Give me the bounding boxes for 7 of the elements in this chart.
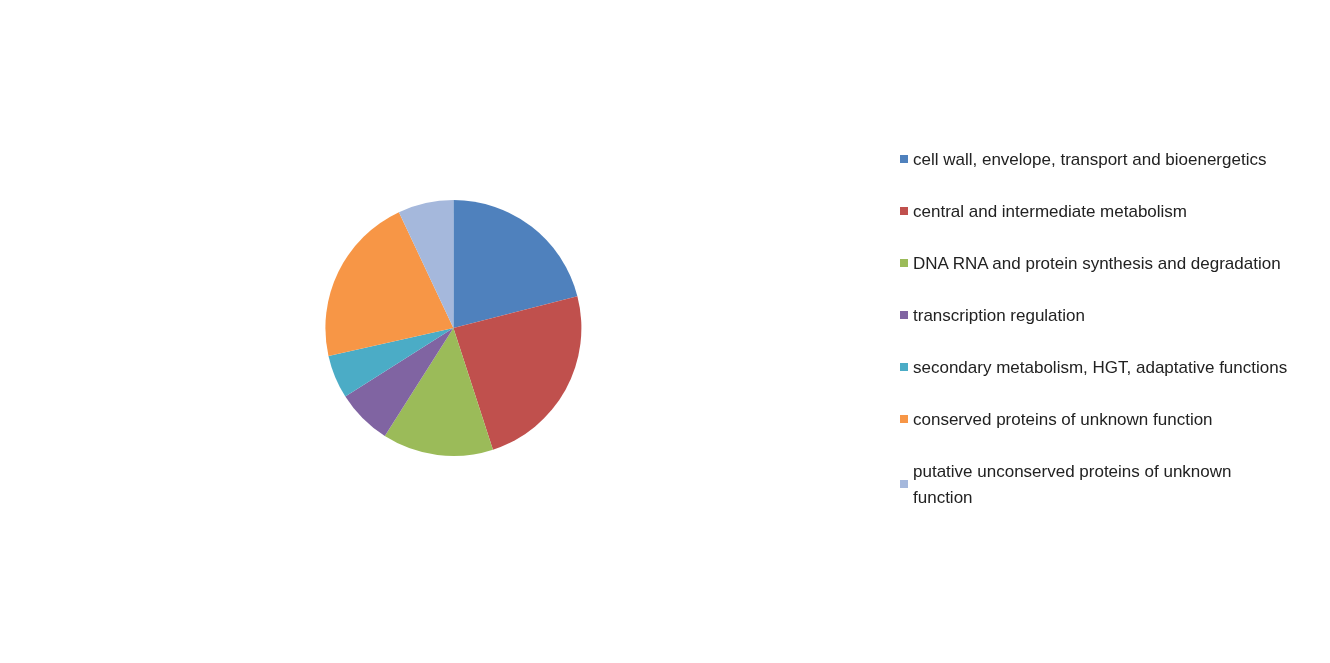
legend-label: DNA RNA and protein synthesis and degradation xyxy=(913,253,1281,273)
legend-label: transcription regulation xyxy=(913,305,1085,325)
legend-label: secondary metabolism, HGT, adaptative functions xyxy=(913,357,1288,377)
legend-label: central and intermediate metabolism xyxy=(913,201,1188,221)
legend-label: putative unconserved proteins of unknown function xyxy=(913,461,1237,507)
legend-label: cell wall, envelope, transport and bioenergetics xyxy=(913,149,1267,169)
legend-label: conserved proteins of unknown function xyxy=(913,409,1213,429)
